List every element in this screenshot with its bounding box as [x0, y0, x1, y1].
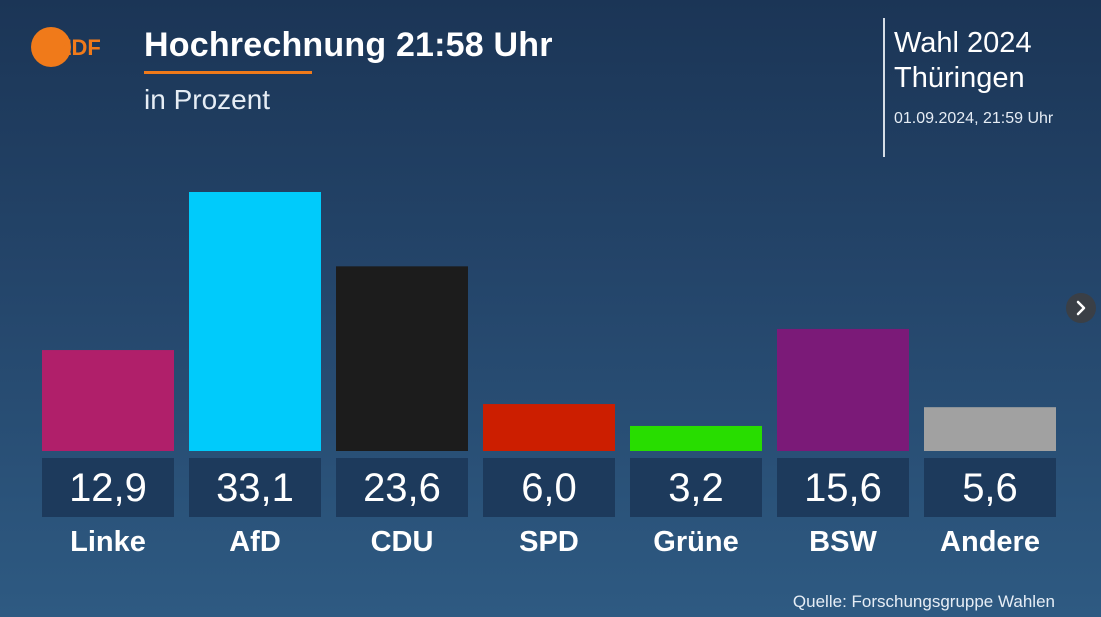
election-datetime: 01.09.2024, 21:59 Uhr [894, 110, 1054, 127]
bar-spd [483, 404, 615, 451]
chevron-right-icon [1076, 300, 1086, 316]
source-note: Quelle: Forschungsgruppe Wahlen [792, 592, 1055, 611]
election-year: Wahl 2024 [894, 27, 1032, 59]
election-state: Thüringen [894, 62, 1025, 94]
value-box [336, 458, 468, 517]
data-label: 12,9 [69, 466, 147, 510]
value-box [42, 458, 174, 517]
data-label: 23,6 [363, 466, 441, 510]
value-box [630, 458, 762, 517]
bar-linke [42, 350, 174, 451]
logo-text: ZDF [58, 35, 101, 60]
data-label: 33,1 [216, 466, 294, 510]
bar-bsw [777, 328, 909, 451]
category-label: Grüne [653, 526, 738, 558]
bar-andere [924, 407, 1056, 451]
value-box [777, 458, 909, 517]
value-box [483, 458, 615, 517]
category-label: BSW [809, 526, 877, 558]
header-divider [883, 18, 885, 157]
title-underline [144, 71, 312, 74]
data-label: 5,6 [962, 466, 1018, 510]
chart-title: Hochrechnung 21:58 Uhr [144, 26, 553, 64]
chart-subtitle: in Prozent [144, 84, 271, 115]
category-label: SPD [519, 526, 579, 558]
value-box [924, 458, 1056, 517]
category-label: AfD [229, 526, 281, 558]
category-label: Linke [70, 526, 146, 558]
bar-afd [189, 192, 321, 451]
next-slide-button[interactable] [1066, 293, 1096, 323]
zdf-logo: ZDF [30, 26, 110, 68]
bar-gr-ne [630, 425, 762, 451]
category-label: CDU [371, 526, 434, 558]
data-label: 15,6 [804, 466, 882, 510]
data-label: 3,2 [668, 466, 724, 510]
election-info: Wahl 2024 Thüringen [894, 26, 1032, 96]
value-box [189, 458, 321, 517]
data-label: 6,0 [521, 466, 577, 510]
bar-cdu [336, 266, 468, 451]
category-label: Andere [940, 526, 1040, 558]
